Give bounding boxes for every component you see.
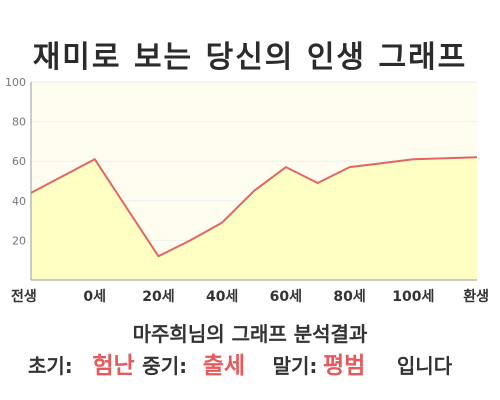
life-graph-chart: 100 80 60 40 20 전생 0세 20세 40세 60세 80세 100세 환생 [5, 76, 489, 305]
y-tick-label: 80 [12, 116, 26, 129]
ending-text: 입니다 [396, 354, 453, 378]
middle-value: 출세 [202, 353, 246, 379]
y-tick-label: 60 [12, 155, 26, 168]
series-area [31, 157, 477, 280]
x-tick-label: 전생 [11, 288, 37, 305]
early-label: 초기: [28, 354, 73, 378]
y-axis-ticks: 100 80 60 40 20 [5, 76, 26, 247]
late-label: 말기: [272, 354, 318, 378]
analysis-title: 마주희님의 그래프 분석결과 [132, 322, 368, 346]
series-line [30, 156, 478, 258]
x-tick-label: 100세 [392, 289, 434, 305]
x-tick-label: 20세 [142, 289, 174, 305]
x-tick-label: 0세 [83, 289, 106, 305]
x-tick-label: 80세 [333, 289, 365, 305]
x-tick-label: 환생 [463, 288, 489, 305]
x-tick-label: 40세 [206, 289, 238, 305]
y-tick-label: 40 [12, 195, 26, 208]
y-tick-label: 20 [12, 234, 26, 247]
early-value: 험난 [92, 353, 135, 379]
analysis-result: 초기: 험난 중기: 출세 말기: 평범 입니다 [28, 346, 488, 380]
middle-label: 중기: [142, 354, 188, 378]
late-value: 평범 [322, 353, 366, 379]
page-title: 재미로 보는 당신의 인생 그래프 [32, 40, 468, 75]
x-tick-label: 60세 [270, 289, 302, 305]
x-axis-ticks: 전생 0세 20세 40세 60세 80세 100세 환생 [11, 288, 489, 305]
y-tick-label: 100 [5, 76, 26, 89]
